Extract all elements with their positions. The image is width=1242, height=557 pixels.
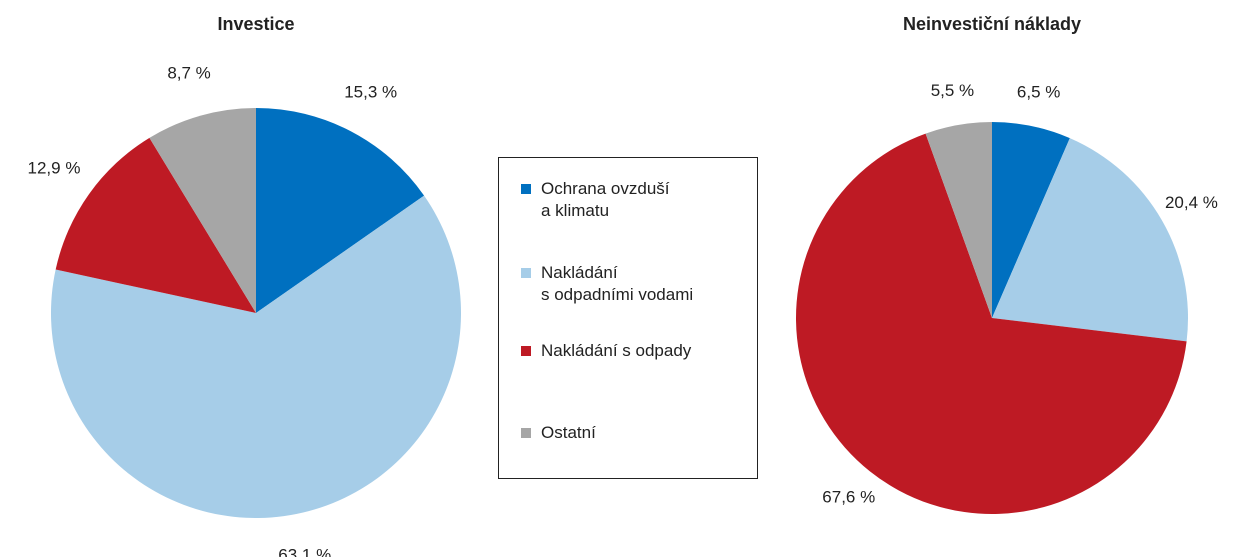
pie-slice (149, 108, 256, 313)
pie-slice (55, 137, 256, 313)
legend-label: Ochrana ovzduší a klimatu (541, 179, 670, 220)
data-label: 20,4 % (1165, 193, 1218, 212)
legend-swatch (521, 346, 531, 356)
pie-slice (992, 138, 1188, 342)
data-label: 5,5 % (931, 81, 974, 100)
pie-slice (925, 122, 992, 318)
pie-slice (992, 122, 1070, 318)
legend: Ochrana ovzduší a klimatu Nakládání s odp… (498, 157, 758, 479)
data-label: 67,6 % (822, 487, 875, 506)
data-label: 12,9 % (28, 159, 81, 178)
pie-slice (256, 108, 425, 313)
legend-label: Nakládání s odpadními vodami (541, 263, 694, 304)
legend-label: Nakládání s odpady (541, 341, 692, 360)
legend-swatch (521, 184, 531, 194)
data-label: 8,7 % (167, 64, 210, 83)
data-label: 15,3 % (344, 83, 397, 102)
chart-title: Neinvestiční náklady (903, 14, 1081, 34)
data-label: 6,5 % (1017, 82, 1060, 101)
legend-label: Ostatní (541, 423, 596, 442)
legend-swatch (521, 268, 531, 278)
pie-slice (795, 133, 1187, 514)
chart-title: Investice (217, 14, 294, 34)
data-label: 63,1 % (278, 546, 331, 557)
legend-swatch (521, 428, 531, 438)
pie-slice (50, 195, 461, 518)
